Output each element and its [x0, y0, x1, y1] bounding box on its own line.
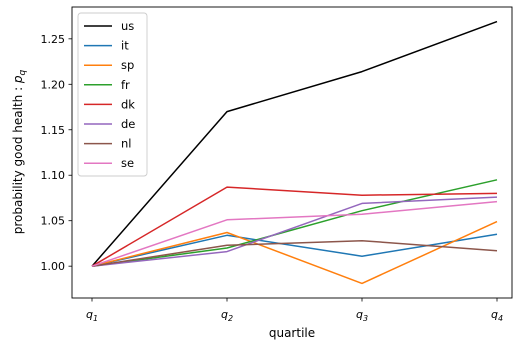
series-line-it [91, 233, 498, 267]
series-layer [91, 20, 498, 285]
plot-frame [71, 6, 513, 299]
x-tick-label-q1: q1 [86, 308, 98, 323]
series-line-nl [91, 239, 498, 267]
legend-label-it: it [121, 39, 129, 53]
x-axis-label: quartile [269, 326, 315, 340]
y-tick-label-1.20: 1.20 [41, 78, 66, 91]
x-tick-label-q2: q2 [221, 308, 233, 323]
y-tick-label-1.00: 1.00 [41, 260, 66, 273]
y-axis-label-text: probability good health : [11, 83, 25, 234]
y-axis-label: probability good health : pq [11, 69, 28, 234]
x-axis: q1 q2 q3 q4 [86, 298, 503, 323]
y-axis: 1.00 1.05 1.10 1.15 1.20 1.25 [41, 33, 72, 273]
x-tick-label-q4: q4 [491, 308, 503, 323]
legend-label-fr: fr [121, 78, 130, 92]
legend-label-de: de [121, 117, 135, 131]
y-tick-label-1.10: 1.10 [41, 169, 66, 182]
legend-label-sp: sp [121, 58, 134, 72]
legend-box [77, 12, 148, 177]
legend-label-nl: nl [121, 137, 131, 151]
series-line-se [91, 200, 498, 267]
legend-label-se: se [121, 156, 134, 170]
series-line-fr [91, 179, 498, 267]
legend-label-dk: dk [121, 97, 135, 111]
legend: us it sp fr dk de nl se [77, 12, 148, 177]
series-line-de [91, 196, 498, 267]
x-tick-label-q3: q3 [356, 308, 368, 323]
legend-label-us: us [121, 19, 134, 33]
series-line-dk [91, 186, 498, 267]
y-tick-label-1.05: 1.05 [41, 215, 66, 228]
y-tick-label-1.15: 1.15 [41, 124, 66, 137]
series-line-sp [91, 220, 498, 285]
y-axis-label-subscript: q [18, 69, 28, 75]
y-axis-label-symbol: p [11, 75, 25, 84]
series-line-us [91, 20, 498, 267]
y-tick-label-1.25: 1.25 [41, 33, 66, 46]
